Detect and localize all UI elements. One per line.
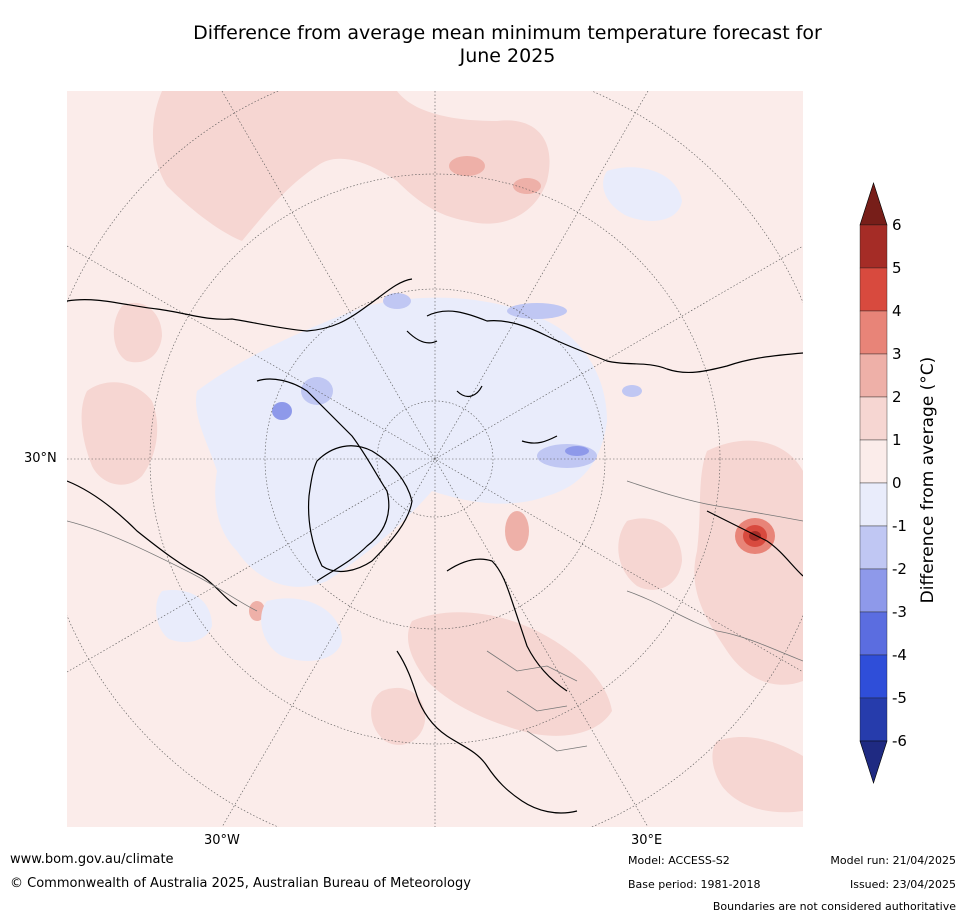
colorbar-tick-label: 2 [892,388,902,406]
coast-north-america [67,278,413,607]
footer-disclaimer: Boundaries are not considered authoritat… [712,900,956,913]
warm-region-east-asia [618,518,682,590]
cool-patch-4 [537,444,597,468]
borders [67,480,803,752]
footer-model-run: Model run: 21/04/2025 [830,854,956,867]
colorbar-box [859,568,888,613]
colorbar-tick-label: 3 [892,345,902,363]
border-europe [486,650,588,752]
title-line-2: June 2025 [459,45,556,67]
cool-patch-7 [565,446,589,456]
border-canada-us [67,520,258,612]
cool-region-arctic [196,297,608,587]
title-line-1: Difference from average mean minimum tem… [193,22,822,44]
colorbar-tick-label: -3 [892,603,907,621]
forecast-map [67,91,803,827]
colorbar-boxes [859,182,888,784]
footer-model: Model: ACCESS-S2 [628,854,730,867]
lon-label-30e: 30°E [631,833,663,848]
cool-anomaly-areas [156,167,682,661]
colorbar-box [859,439,888,484]
cool-region-arctic-north [603,167,682,221]
cool-patch-2 [383,293,411,309]
colorbar-box [859,396,888,441]
cool-patch-6 [272,402,292,420]
warm-patch-scandinavia [505,511,529,551]
cool-patch-1 [301,377,333,405]
colorbar-box [859,267,888,312]
warm-region-asia [694,440,803,685]
colorbar-tick-label: 0 [892,474,902,492]
colorbar-box [859,654,888,699]
cool-region-atlantic [261,598,342,661]
footer-copyright: © Commonwealth of Australia 2025, Austra… [10,876,471,891]
map-title: Difference from average mean minimum tem… [60,22,955,68]
coastlines [67,278,803,814]
warm-region-south-asia [712,736,803,813]
lat-circle-75 [376,400,494,518]
cool-patch-3 [507,303,567,319]
warm-region-europe [407,612,612,736]
lat-circle-45 [149,173,721,745]
warm-anomaly-areas [81,91,803,813]
colorbar-label: Difference from average (°C) [918,357,938,604]
colorbar-box [859,611,888,656]
coast-east-asia [706,510,803,577]
colorbar-under-arrow [859,740,888,784]
colorbar-box [859,697,888,742]
warm-region-north-atlantic [152,91,550,241]
coast-eurasia-north [426,310,803,374]
warm-patch-arctic-1 [449,156,485,176]
footer-website: www.bom.gov.au/climate [10,852,174,867]
lon-label-30w: 30°W [204,833,240,848]
colorbar-box [859,525,888,570]
coast-arctic-islands [406,330,558,444]
cool-region-pacific [156,590,212,643]
warm-patch-arctic-2 [513,178,541,194]
colorbar-box [859,224,888,269]
colorbar-box [859,482,888,527]
colorbar-box [859,310,888,355]
colorbar-tick-label: -4 [892,646,907,664]
colorbar-tick-label: -2 [892,560,907,578]
lat-label-30n: 30°N [24,451,57,466]
cool-patch-5 [622,385,642,397]
graticule [67,91,803,827]
border-russia-china [626,480,803,522]
colorbar: 6 5 4 3 2 1 0 -1 -2 -3 -4 -5 -6 Difference from aver… [859,182,938,784]
coast-greenland [307,445,413,573]
colorbar-ticks: 6 5 4 3 2 1 0 -1 -2 -3 -4 -5 -6 [892,216,907,750]
coast-scandinavia [446,558,568,692]
colorbar-tick-label: 1 [892,431,902,449]
colorbar-tick-label: 5 [892,259,902,277]
warm-region-northwest [113,302,162,363]
lat-circle-60 [264,288,606,630]
coast-europe [396,650,578,814]
footer-base-period: Base period: 1981-2018 [628,878,761,891]
warm-region-atlantic-mid [371,687,426,745]
colorbar-over-arrow [859,182,888,226]
border-central-asia [626,590,803,662]
colorbar-box [859,353,888,398]
colorbar-tick-label: 6 [892,216,902,234]
colorbar-tick-label: -1 [892,517,907,535]
colorbar-tick-label: -5 [892,689,907,707]
colorbar-tick-label: 4 [892,302,902,320]
footer-issued: Issued: 23/04/2025 [849,878,956,891]
colorbar-tick-label: -6 [892,732,907,750]
